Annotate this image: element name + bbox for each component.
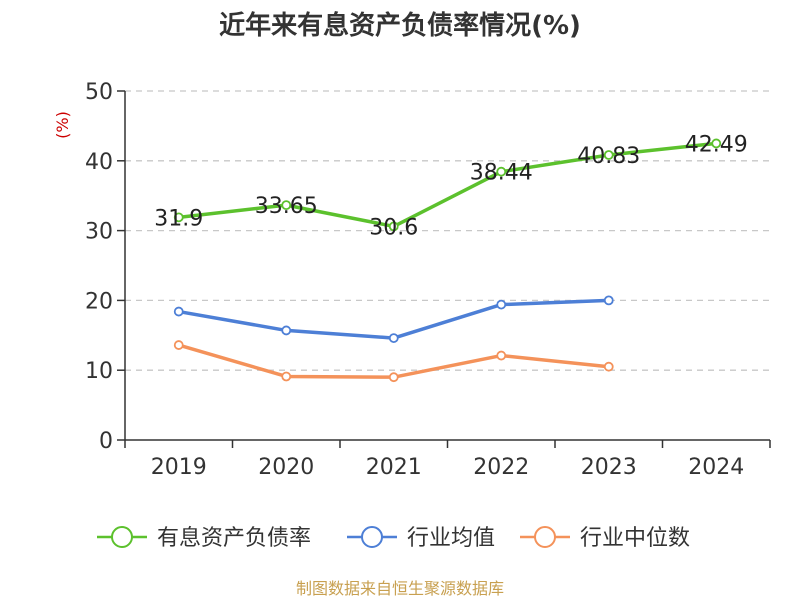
legend-item-2[interactable]: 行业中位数	[520, 526, 690, 551]
legend-label-2: 行业中位数	[580, 526, 690, 551]
data-labels: 31.9 33.65 30.6 38.44 40.83 42.49	[154, 132, 747, 240]
series-1-point-2020[interactable]	[281, 325, 292, 336]
series-0-point-2023[interactable]	[603, 150, 614, 160]
data-label-2021: 30.6	[369, 215, 418, 240]
series-2-point-2022[interactable]	[496, 350, 507, 361]
series-0-point-2020[interactable]	[281, 200, 292, 211]
x-tick-label-2022: 2022	[473, 455, 529, 480]
series-2-point-2019[interactable]	[173, 340, 184, 350]
source-note: 制图数据来自恒生聚源数据库	[296, 579, 504, 598]
grid-lines	[125, 90, 770, 371]
legend-label-0: 有息资产负债率	[157, 526, 311, 551]
y-axis-unit-label: (%)	[53, 111, 72, 139]
axes: 0 10 20 30 40 50 2019 2020 2021 2022 2023 2024	[85, 80, 771, 480]
series-1-point-2019[interactable]	[173, 306, 184, 317]
y-tick-label: 20	[85, 289, 113, 314]
series-1-point-2022[interactable]	[496, 299, 507, 310]
x-tick-label-2024: 2024	[688, 455, 744, 480]
series-2-point-2021[interactable]	[388, 372, 399, 383]
y-tick-label: 0	[99, 429, 113, 454]
data-label-2020: 33.65	[255, 194, 318, 219]
legend-marker-2	[534, 526, 556, 548]
series-line-0	[178, 141, 717, 229]
series-0-point-2022[interactable]	[496, 166, 507, 177]
y-tick-label: 30	[85, 220, 113, 245]
data-label-2019: 31.9	[154, 206, 203, 231]
series-2-point-2023[interactable]	[603, 361, 614, 372]
legend[interactable]: 有息资产负债率 行业均值 行业中位数	[97, 526, 690, 551]
series-0-point-2021[interactable]	[388, 221, 399, 232]
x-tick-label-2023: 2023	[581, 455, 637, 480]
x-tick-label-2019: 2019	[151, 455, 207, 480]
legend-item-0[interactable]: 有息资产负债率	[97, 526, 311, 551]
series-1-point-2023[interactable]	[603, 295, 614, 306]
y-tick-label: 10	[85, 359, 113, 384]
series-1-point-2021[interactable]	[388, 333, 399, 343]
legend-label-1: 行业均值	[407, 526, 495, 551]
data-label-2024: 42.49	[685, 132, 748, 157]
y-tick-label: 40	[85, 150, 113, 175]
legend-marker-0	[111, 526, 133, 548]
series-line-1	[178, 298, 609, 340]
series-layer	[173, 138, 722, 383]
series-0-point-2024[interactable]	[711, 138, 722, 149]
series-0-point-2019[interactable]	[173, 212, 184, 223]
data-label-2023: 40.83	[577, 144, 640, 169]
legend-item-1[interactable]: 行业均值	[347, 526, 495, 551]
x-tick-label-2020: 2020	[258, 455, 314, 480]
chart-title: 近年来有息资产负债率情况(%)	[219, 10, 581, 41]
data-label-2022: 38.44	[470, 161, 533, 186]
x-tick-label-2021: 2021	[366, 455, 422, 480]
y-tick-label: 50	[85, 80, 113, 105]
legend-marker-1	[361, 526, 383, 548]
series-2-point-2020[interactable]	[281, 371, 292, 382]
